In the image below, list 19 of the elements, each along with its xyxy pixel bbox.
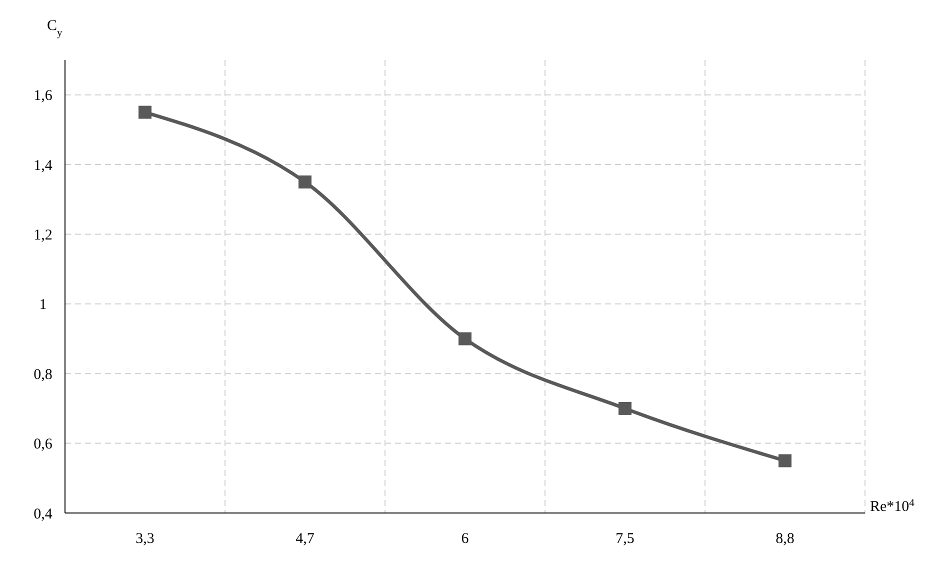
x-tick-label: 7,5	[616, 531, 634, 547]
point	[618, 402, 632, 415]
y-axis-title: C$_{y}$	[47, 18, 64, 38]
point	[138, 106, 152, 119]
x-tick-label: 4,7	[296, 531, 315, 547]
point	[458, 332, 472, 346]
x-tick-label: 8,8	[776, 531, 794, 547]
y-tick-label: 1,4	[34, 158, 53, 174]
point	[298, 175, 312, 188]
y-tick-label: 0,4	[34, 506, 53, 522]
y-tick-label: 1,6	[34, 88, 53, 104]
y-tick-label: 0,6	[34, 436, 53, 453]
y-tick-label: 0,8	[34, 366, 52, 383]
y-tick-label: 1	[39, 297, 47, 314]
x-tick-label: 6	[461, 531, 470, 547]
point	[778, 454, 792, 468]
x-axis-title: Re*10$^{4}$	[870, 498, 916, 515]
y-tick-label: 1,2	[34, 227, 52, 244]
x-tick-label: 3,3	[136, 531, 154, 547]
